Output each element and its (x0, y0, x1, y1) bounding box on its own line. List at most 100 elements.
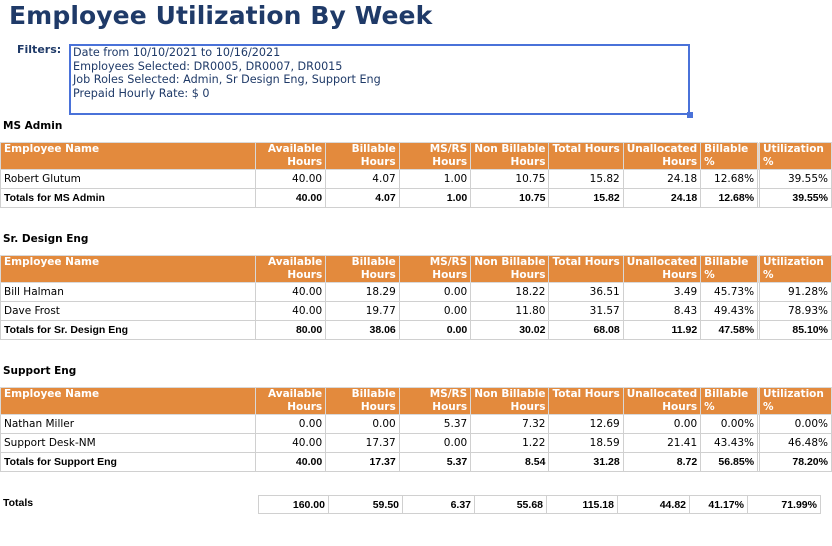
col-billable-pct[interactable]: Billable% (700, 255, 759, 283)
cell-total: 31.28 (548, 452, 624, 472)
grand-total-hours: 115.18 (546, 495, 618, 514)
cell-billable: 4.07 (325, 169, 400, 189)
cell-billable: 0.00 (325, 414, 400, 434)
col-unallocated-hours[interactable]: Unallocated Hours (622, 142, 702, 170)
employee-name: Support Desk-NM (0, 433, 257, 453)
totals-label: Totals for Support Eng (0, 452, 257, 472)
cell-billable: 17.37 (325, 433, 400, 453)
header-row: Employee Name Available Hours Billable Hou… (0, 142, 832, 170)
col-unallocated-hours[interactable]: Unallocated Hours (622, 255, 702, 283)
cell-billable: 17.37 (325, 452, 400, 472)
col-non-billable-hours[interactable]: Non Billable Hours (470, 255, 550, 283)
cell-unallocated: 8.72 (622, 452, 702, 472)
cell-msrs: 5.37 (398, 414, 472, 434)
cell-billable-pct: 47.58% (700, 320, 759, 340)
col-msrs-hours[interactable]: MS/RS Hours (398, 387, 472, 415)
cell-nonbillable: 18.22 (470, 282, 550, 302)
col-total-hours[interactable]: Total Hours (548, 387, 624, 415)
grand-billable: 59.50 (328, 495, 403, 514)
filter-employees: Employees Selected: DR0005, DR0007, DR00… (73, 59, 343, 73)
table-row[interactable]: Dave Frost 40.00 19.77 0.00 11.80 31.57 8.43 49… (0, 301, 832, 321)
totals-label: Totals for MS Admin (0, 188, 257, 208)
table-row[interactable]: Bill Halman 40.00 18.29 0.00 18.22 36.51 3.49 4… (0, 282, 832, 302)
cell-msrs: 1.00 (398, 188, 472, 208)
cell-unallocated: 11.92 (622, 320, 702, 340)
cell-available: 40.00 (255, 188, 327, 208)
cell-unallocated: 24.18 (622, 169, 702, 189)
col-billable-pct[interactable]: Billable% (700, 387, 759, 415)
col-billable-hours[interactable]: Billable Hours (325, 255, 400, 283)
header-row: Employee Name Available Hours Billable Hou… (0, 255, 832, 283)
cell-available: 40.00 (255, 301, 327, 321)
col-non-billable-hours[interactable]: Non Billable Hours (470, 387, 550, 415)
col-utilization-pct[interactable]: Utilization% (759, 387, 832, 415)
grand-utilization: 71.99% (747, 495, 821, 514)
cell-nonbillable: 1.22 (470, 433, 550, 453)
cell-total: 18.59 (548, 433, 624, 453)
employee-name: Nathan Miller (0, 414, 257, 434)
cell-total: 12.69 (548, 414, 624, 434)
filters-label: Filters: (17, 43, 62, 56)
grand-non-billable: 55.68 (474, 495, 547, 514)
cell-total: 15.82 (548, 169, 624, 189)
cell-utilization: 91.28% (759, 282, 832, 302)
col-unallocated-hours[interactable]: Unallocated Hours (622, 387, 702, 415)
table-row[interactable]: Support Desk-NM 40.00 17.37 0.00 1.22 18.59 21… (0, 433, 832, 453)
header-row: Employee Name Available Hours Billable Hou… (0, 387, 832, 415)
table-row[interactable]: Nathan Miller 0.00 0.00 5.37 7.32 12.69 0.00 0.… (0, 414, 832, 434)
resize-handle[interactable] (687, 112, 693, 118)
col-billable-hours[interactable]: Billable Hours (325, 387, 400, 415)
cell-available: 40.00 (255, 169, 327, 189)
col-available-hours[interactable]: Available Hours (255, 387, 327, 415)
cell-utilization: 39.55% (759, 169, 832, 189)
cell-msrs: 5.37 (398, 452, 472, 472)
cell-utilization: 39.55% (759, 188, 832, 208)
cell-nonbillable: 30.02 (470, 320, 550, 340)
cell-billable-pct: 0.00% (700, 414, 759, 434)
cell-billable: 38.06 (325, 320, 400, 340)
cell-total: 15.82 (548, 188, 624, 208)
cell-billable-pct: 49.43% (700, 301, 759, 321)
cell-total: 36.51 (548, 282, 624, 302)
col-utilization-pct[interactable]: Utilization% (759, 255, 832, 283)
col-employee-name[interactable]: Employee Name (0, 255, 257, 283)
col-non-billable-hours[interactable]: Non Billable Hours (470, 142, 550, 170)
employee-name: Robert Glutum (0, 169, 257, 189)
col-available-hours[interactable]: Available Hours (255, 255, 327, 283)
group-title: Sr. Design Eng (3, 233, 89, 245)
grand-unallocated: 44.82 (617, 495, 690, 514)
group-totals-row: Totals for Sr. Design Eng 80.00 38.06 0.00 3… (0, 320, 832, 340)
cell-available: 40.00 (255, 452, 327, 472)
col-total-hours[interactable]: Total Hours (548, 255, 624, 283)
col-billable-pct[interactable]: Billable% (700, 142, 759, 170)
cell-billable-pct: 45.73% (700, 282, 759, 302)
col-msrs-hours[interactable]: MS/RS Hours (398, 255, 472, 283)
cell-unallocated: 21.41 (622, 433, 702, 453)
col-utilization-pct[interactable]: Utilization% (759, 142, 832, 170)
filters-box[interactable]: Date from 10/10/2021 to 10/16/2021 Emplo… (69, 44, 693, 118)
filter-job-roles: Job Roles Selected: Admin, Sr Design Eng… (73, 73, 381, 86)
cell-unallocated: 0.00 (622, 414, 702, 434)
col-employee-name[interactable]: Employee Name (0, 387, 257, 415)
cell-unallocated: 8.43 (622, 301, 702, 321)
col-employee-name[interactable]: Employee Name (0, 142, 257, 170)
col-total-hours[interactable]: Total Hours (548, 142, 624, 170)
employee-name: Dave Frost (0, 301, 257, 321)
cell-available: 40.00 (255, 282, 327, 302)
cell-utilization: 0.00% (759, 414, 832, 434)
table-row[interactable]: Robert Glutum 40.00 4.07 1.00 10.75 15.82 24.1… (0, 169, 832, 189)
cell-billable-pct: 12.68% (700, 169, 759, 189)
group-totals-row: Totals for MS Admin 40.00 4.07 1.00 10.75 15.… (0, 188, 832, 208)
cell-msrs: 0.00 (398, 320, 472, 340)
grand-totals-row: 160.00 59.50 6.37 55.68 115.18 44.82 41.… (258, 495, 821, 514)
col-available-hours[interactable]: Available Hours (255, 142, 327, 170)
group-table-2: Employee Name Available Hours Billable Hou… (0, 387, 832, 472)
cell-nonbillable: 10.75 (470, 169, 550, 189)
col-msrs-hours[interactable]: MS/RS Hours (398, 142, 472, 170)
cell-billable-pct: 43.43% (700, 433, 759, 453)
cell-msrs: 0.00 (398, 282, 472, 302)
cell-billable: 4.07 (325, 188, 400, 208)
col-billable-hours[interactable]: Billable Hours (325, 142, 400, 170)
cell-total: 31.57 (548, 301, 624, 321)
cell-msrs: 0.00 (398, 433, 472, 453)
